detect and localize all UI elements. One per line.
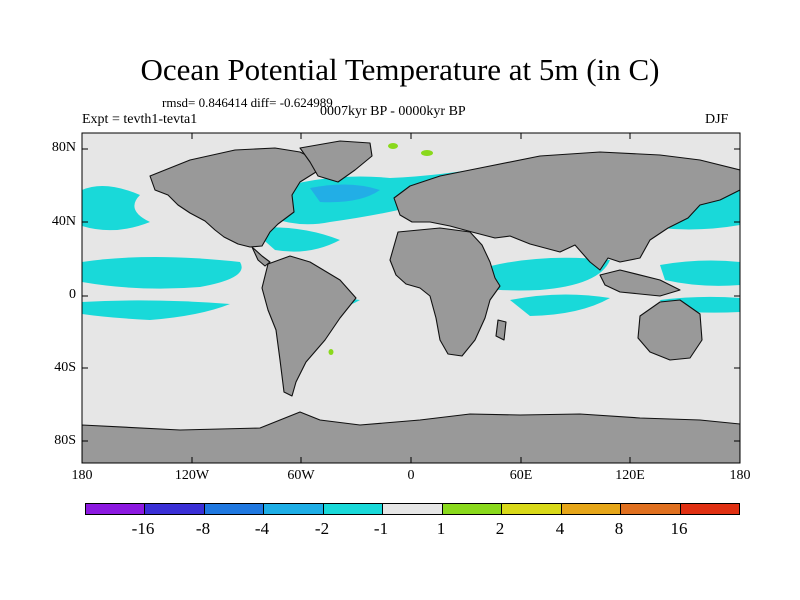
anomaly-patch-indian-ocean [470, 257, 610, 291]
land-north-america [149, 147, 321, 248]
anomaly-patch-labrador-sea [310, 184, 380, 203]
colorbar-swatch [204, 504, 265, 514]
land-africa [389, 227, 501, 357]
colorbar-label: 2 [495, 519, 505, 538]
colorbar [85, 503, 740, 515]
colorbar-label: -2 [314, 519, 330, 538]
warm-anomaly-regions [328, 143, 433, 355]
colorbar-label: 4 [555, 519, 565, 538]
colorbar-swatch [323, 504, 384, 514]
experiment-label: Expt = tevth1-tevta1 [82, 112, 198, 127]
map-title: Ocean Potential Temperature at 5m (in C) [140, 52, 660, 87]
x-tick-label: 120W [174, 468, 210, 483]
colorbar-label: 8 [614, 519, 624, 538]
colorbar-swatch [86, 504, 146, 514]
land-maritime-continent [599, 269, 681, 297]
colorbar-swatch [680, 504, 739, 514]
x-tick-label: 0 [407, 468, 415, 483]
y-tick-label: 0 [69, 287, 76, 302]
anomaly-patch-north-pacific [82, 186, 150, 231]
season-label: DJF [705, 112, 729, 127]
x-tick-label: 60W [287, 468, 315, 483]
warm-patch-south-atlantic [328, 349, 334, 355]
anomaly-patch-south-indian [510, 294, 610, 316]
x-tick-label: 120E [615, 468, 645, 483]
y-tick-label: 40N [51, 214, 76, 229]
colorbar-swatch [502, 504, 562, 514]
land-australia [637, 299, 703, 361]
colorbar-swatch [561, 504, 622, 514]
warm-patch-arctic-2 [421, 150, 433, 156]
anomaly-patch-east-pacific [82, 257, 242, 289]
anomaly-patch-tropical-west-pacific [660, 260, 740, 286]
map-field [82, 133, 740, 463]
colorbar-swatch [145, 504, 205, 514]
colorbar-swatch [383, 504, 443, 514]
land-masses [82, 140, 740, 463]
land-eurasia [393, 151, 740, 271]
colorbar-label: -4 [254, 519, 270, 538]
x-tick-label: 60E [509, 468, 533, 483]
land-south-america [261, 255, 357, 397]
anomaly-patch-caribbean [250, 227, 340, 252]
colorbar-label: -8 [195, 519, 211, 538]
colorbar-label: 16 [670, 519, 688, 538]
stats-text: rmsd= 0.846414 diff= -0.624989 [162, 95, 333, 110]
colorbar-label: -1 [373, 519, 389, 538]
colorbar-label: 1 [436, 519, 446, 538]
colorbar-swatch [264, 504, 324, 514]
axis-ticks [82, 133, 740, 463]
colorbar-label: -16 [131, 519, 155, 538]
land-greenland [299, 140, 373, 183]
land-madagascar [495, 319, 507, 341]
land-antarctica [82, 411, 740, 463]
y-tick-label: 80S [54, 433, 76, 448]
x-tick-label: 180 [729, 468, 751, 483]
warm-patch-arctic-1 [388, 143, 398, 149]
colorbar-swatch [621, 504, 681, 514]
period-label: 0007kyr BP - 0000kyr BP [320, 104, 466, 119]
colorbar-swatch [442, 504, 503, 514]
x-tick-label: 180 [71, 468, 93, 483]
anomaly-patch-tropical-pacific [82, 300, 230, 320]
y-tick-label: 80N [51, 140, 76, 155]
y-tick-label: 40S [54, 360, 76, 375]
